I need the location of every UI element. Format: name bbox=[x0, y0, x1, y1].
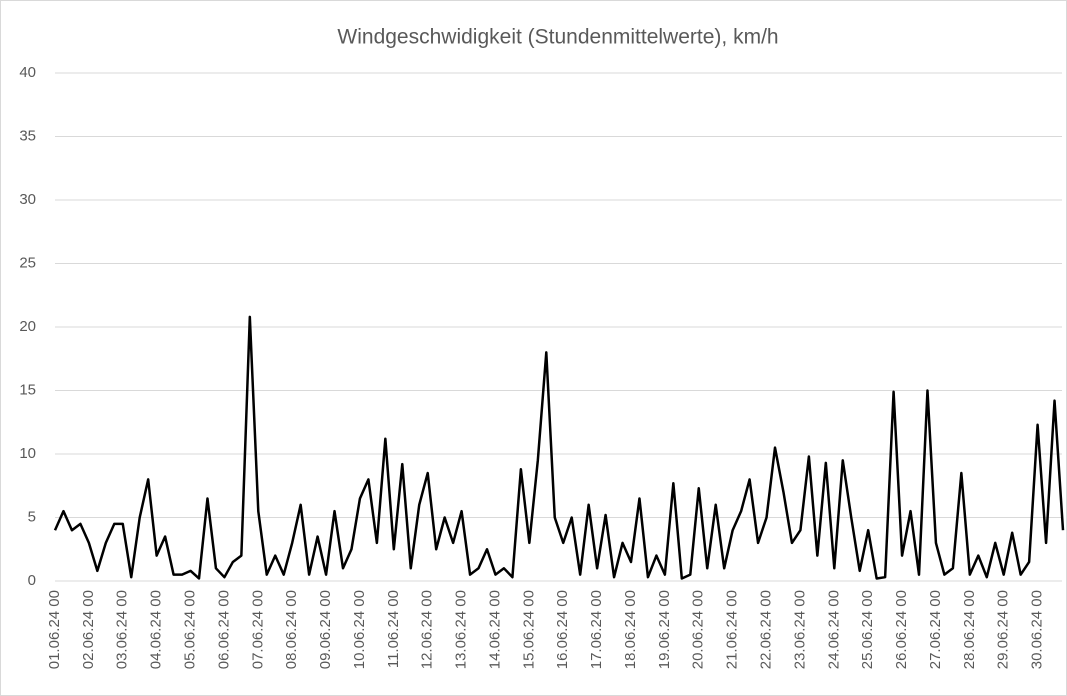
x-tick-label: 03.06.24 00 bbox=[114, 590, 131, 669]
y-tick-label: 10 bbox=[19, 445, 36, 462]
y-tick-label: 15 bbox=[19, 381, 36, 398]
x-tick-label: 06.06.24 00 bbox=[215, 590, 232, 669]
y-tick-label: 35 bbox=[19, 127, 36, 144]
y-tick-label: 5 bbox=[28, 508, 36, 525]
x-tick-label: 15.06.24 00 bbox=[520, 590, 537, 669]
x-tick-label: 01.06.24 00 bbox=[46, 590, 63, 669]
y-tick-label: 0 bbox=[28, 572, 36, 589]
x-tick-label: 23.06.24 00 bbox=[791, 590, 808, 669]
x-tick-label: 09.06.24 00 bbox=[317, 590, 334, 669]
chart-title: Windgeschwidigkeit (Stundenmittelwerte),… bbox=[337, 26, 778, 49]
x-tick-label: 07.06.24 00 bbox=[249, 590, 266, 669]
y-tick-label: 25 bbox=[19, 254, 36, 271]
x-tick-label: 16.06.24 00 bbox=[554, 590, 571, 669]
x-tick-label: 30.06.24 00 bbox=[1029, 590, 1046, 669]
x-tick-label: 24.06.24 00 bbox=[825, 590, 842, 669]
data-line bbox=[53, 315, 1065, 580]
x-tick-label: 22.06.24 00 bbox=[757, 590, 774, 669]
x-tick-label: 28.06.24 00 bbox=[961, 590, 978, 669]
x-tick-label: 29.06.24 00 bbox=[995, 590, 1012, 669]
x-tick-label: 04.06.24 00 bbox=[148, 590, 165, 669]
x-tick-label: 21.06.24 00 bbox=[724, 590, 741, 669]
x-tick-label: 19.06.24 00 bbox=[656, 590, 673, 669]
x-tick-label: 08.06.24 00 bbox=[283, 590, 300, 669]
y-tick-label: 30 bbox=[19, 191, 36, 208]
x-tick-label: 02.06.24 00 bbox=[80, 590, 97, 669]
x-tick-label: 10.06.24 00 bbox=[351, 590, 368, 669]
x-tick-label: 20.06.24 00 bbox=[690, 590, 707, 669]
x-tick-label: 12.06.24 00 bbox=[419, 590, 436, 669]
x-tick-label: 25.06.24 00 bbox=[859, 590, 876, 669]
x-tick-label: 27.06.24 00 bbox=[927, 590, 944, 669]
y-tick-label: 40 bbox=[19, 64, 36, 81]
x-tick-label: 17.06.24 00 bbox=[588, 590, 605, 669]
x-tick-label: 11.06.24 00 bbox=[385, 590, 402, 668]
x-tick-label: 05.06.24 00 bbox=[181, 590, 198, 669]
x-tick-label: 13.06.24 00 bbox=[453, 590, 470, 669]
x-tick-label: 26.06.24 00 bbox=[893, 590, 910, 669]
x-tick-label: 14.06.24 00 bbox=[486, 590, 503, 669]
y-tick-label: 20 bbox=[19, 318, 36, 335]
x-tick-label: 18.06.24 00 bbox=[622, 590, 639, 669]
